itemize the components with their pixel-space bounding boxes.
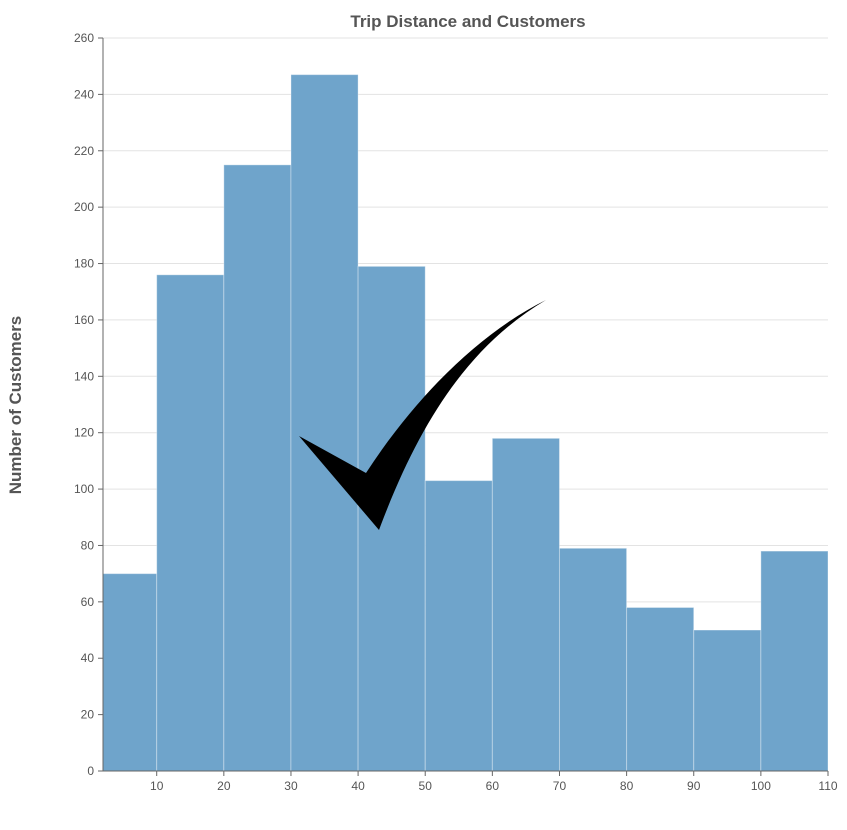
x-tick-label: 80 bbox=[620, 779, 634, 793]
y-tick-label: 80 bbox=[81, 538, 95, 552]
chart-title: Trip Distance and Customers bbox=[350, 12, 585, 31]
checkmark-overlay bbox=[299, 300, 546, 530]
x-tick-label: 20 bbox=[217, 779, 231, 793]
bars bbox=[102, 74, 829, 772]
bar-100-110 bbox=[760, 550, 829, 772]
x-tick-label: 100 bbox=[751, 779, 771, 793]
y-tick-label: 0 bbox=[87, 764, 94, 778]
bar-10-20 bbox=[156, 274, 225, 772]
checkmark-icon bbox=[299, 300, 546, 530]
x-tick-label: 30 bbox=[284, 779, 298, 793]
bar-90-100 bbox=[693, 629, 762, 772]
x-tick-label: 50 bbox=[419, 779, 433, 793]
bar-20-30 bbox=[223, 164, 292, 772]
x-tick-label: 40 bbox=[351, 779, 365, 793]
x-tick-label: 90 bbox=[687, 779, 701, 793]
y-tick-label: 260 bbox=[74, 31, 94, 45]
y-tick-label: 200 bbox=[74, 200, 94, 214]
y-tick-label: 120 bbox=[74, 426, 94, 440]
y-tick-label: 60 bbox=[81, 595, 95, 609]
axes: 0 20 40 60 80 100 120 140 160 180 200 220 240 260 10 20… bbox=[74, 31, 838, 793]
bar-60-70 bbox=[491, 437, 560, 772]
y-tick-label: 160 bbox=[74, 313, 94, 327]
x-tick-label: 60 bbox=[486, 779, 500, 793]
bar-70-80 bbox=[558, 547, 628, 772]
y-axis-label: Number of Customers bbox=[6, 316, 25, 495]
y-tick-label: 240 bbox=[74, 87, 94, 101]
x-tick-label: 70 bbox=[553, 779, 567, 793]
bar-40-50 bbox=[357, 265, 426, 772]
y-tick-label: 220 bbox=[74, 144, 94, 158]
y-tick-label: 180 bbox=[74, 257, 94, 271]
bar-50-60 bbox=[424, 480, 493, 772]
y-tick-label: 100 bbox=[74, 482, 94, 496]
y-tick-label: 40 bbox=[81, 651, 95, 665]
bar-30-40 bbox=[290, 74, 359, 772]
y-tick-label: 20 bbox=[81, 708, 95, 722]
bar-80-90 bbox=[626, 606, 695, 772]
y-tick-label: 140 bbox=[74, 369, 94, 383]
x-tick-label: 10 bbox=[150, 779, 164, 793]
x-tick-label: 110 bbox=[818, 779, 837, 793]
bar-2-10 bbox=[102, 573, 158, 772]
